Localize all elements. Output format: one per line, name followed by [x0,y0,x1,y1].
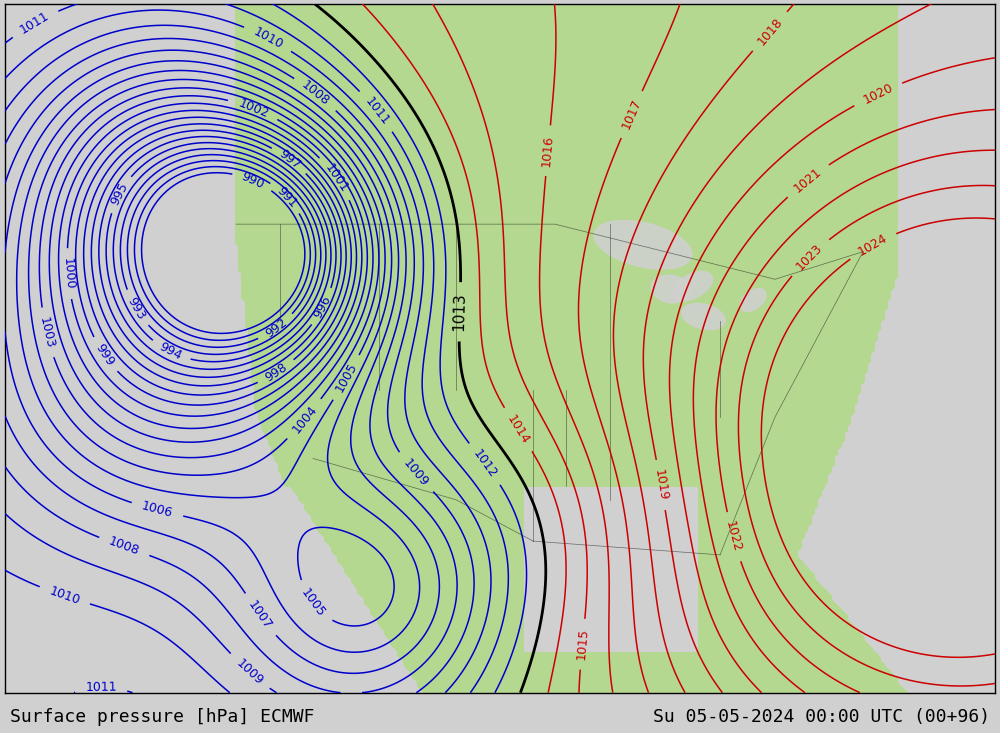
Text: 1023: 1023 [794,241,825,273]
Text: 1011: 1011 [18,10,52,37]
Text: 1010: 1010 [251,25,285,51]
Text: 1011: 1011 [85,681,117,694]
Text: Surface pressure [hPa] ECMWF: Surface pressure [hPa] ECMWF [10,707,314,726]
Text: 1018: 1018 [755,15,785,48]
Text: 1015: 1015 [575,628,590,660]
Text: 1004: 1004 [290,402,320,435]
Ellipse shape [651,275,690,303]
Ellipse shape [594,221,692,269]
Text: 1008: 1008 [299,78,332,108]
Text: 998: 998 [263,360,290,384]
Text: 1001: 1001 [322,161,350,195]
Text: 1006: 1006 [140,499,174,520]
Text: 1014: 1014 [504,413,532,446]
Text: 1005: 1005 [298,586,328,619]
Text: 1005: 1005 [333,361,360,394]
Text: 1003: 1003 [37,316,57,350]
Text: 993: 993 [125,295,148,322]
Text: 1011: 1011 [362,95,392,128]
Text: 994: 994 [157,341,184,363]
Text: 999: 999 [92,342,116,369]
Text: 1024: 1024 [856,232,889,259]
Text: 1013: 1013 [452,292,468,331]
Text: 1016: 1016 [540,134,556,167]
Text: 1022: 1022 [723,520,743,554]
Text: 1020: 1020 [861,81,895,106]
Text: 1021: 1021 [791,165,824,195]
Text: 1012: 1012 [471,447,500,480]
Text: 990: 990 [239,169,266,191]
Text: 1007: 1007 [246,598,274,632]
Text: 991: 991 [274,184,299,210]
Text: 1017: 1017 [619,97,644,132]
Text: 1002: 1002 [236,96,270,120]
Text: 1000: 1000 [60,257,76,290]
Text: 1008: 1008 [107,535,141,559]
Ellipse shape [673,271,712,301]
Ellipse shape [740,289,766,312]
Ellipse shape [682,303,725,330]
Text: 1019: 1019 [652,468,670,501]
Text: Su 05-05-2024 00:00 UTC (00+96): Su 05-05-2024 00:00 UTC (00+96) [653,707,990,726]
Text: 997: 997 [276,147,303,172]
Text: 996: 996 [312,293,334,320]
Text: 1009: 1009 [233,656,265,688]
Text: 995: 995 [108,180,131,207]
Text: 1010: 1010 [47,584,82,607]
Text: 992: 992 [263,315,290,340]
Text: 1009: 1009 [400,456,431,489]
